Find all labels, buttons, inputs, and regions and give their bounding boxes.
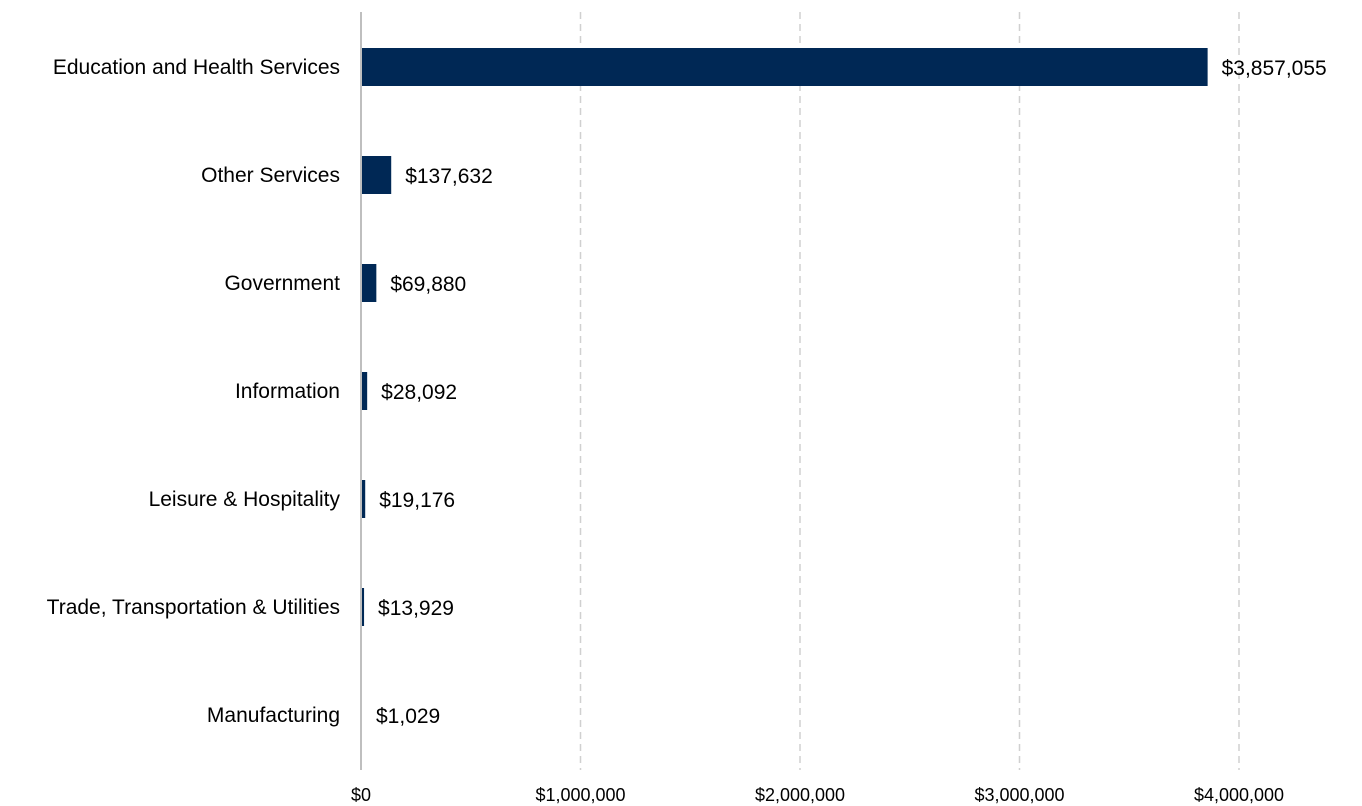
- bars: [361, 48, 1208, 734]
- x-tick-labels: $0 $1,000,000 $2,000,000 $3,000,000 $4,000,0…: [351, 785, 1284, 805]
- data-labels: $3,857,055 $137,632 $69,880 $28,092 $19,176 $…: [376, 57, 1327, 728]
- data-label: $137,632: [405, 165, 493, 188]
- data-label: $3,857,055: [1222, 57, 1327, 80]
- x-tick-label: $0: [351, 785, 371, 805]
- bar: [361, 480, 366, 518]
- x-tick-label: $1,000,000: [535, 785, 625, 805]
- category-label: Government: [224, 272, 340, 295]
- bar: [361, 588, 365, 626]
- x-tick-label: $2,000,000: [755, 785, 845, 805]
- data-label: $19,176: [379, 489, 455, 512]
- x-tick-label: $3,000,000: [974, 785, 1064, 805]
- data-label: $13,929: [378, 597, 454, 620]
- data-label: $1,029: [376, 705, 440, 728]
- category-label: Manufacturing: [207, 704, 340, 727]
- category-label: Education and Health Services: [53, 56, 340, 79]
- bar: [361, 48, 1208, 86]
- bar: [361, 372, 368, 410]
- category-label: Information: [235, 380, 340, 403]
- category-labels: Education and Health Services Other Servi…: [47, 56, 341, 727]
- bar: [361, 156, 392, 194]
- data-label: $69,880: [390, 273, 466, 296]
- category-label: Trade, Transportation & Utilities: [47, 596, 340, 619]
- data-label: $28,092: [381, 381, 457, 404]
- gridlines: [579, 12, 1240, 770]
- category-label: Other Services: [201, 164, 340, 187]
- category-label: Leisure & Hospitality: [149, 488, 341, 511]
- x-tick-label: $4,000,000: [1194, 785, 1284, 805]
- bar: [361, 264, 377, 302]
